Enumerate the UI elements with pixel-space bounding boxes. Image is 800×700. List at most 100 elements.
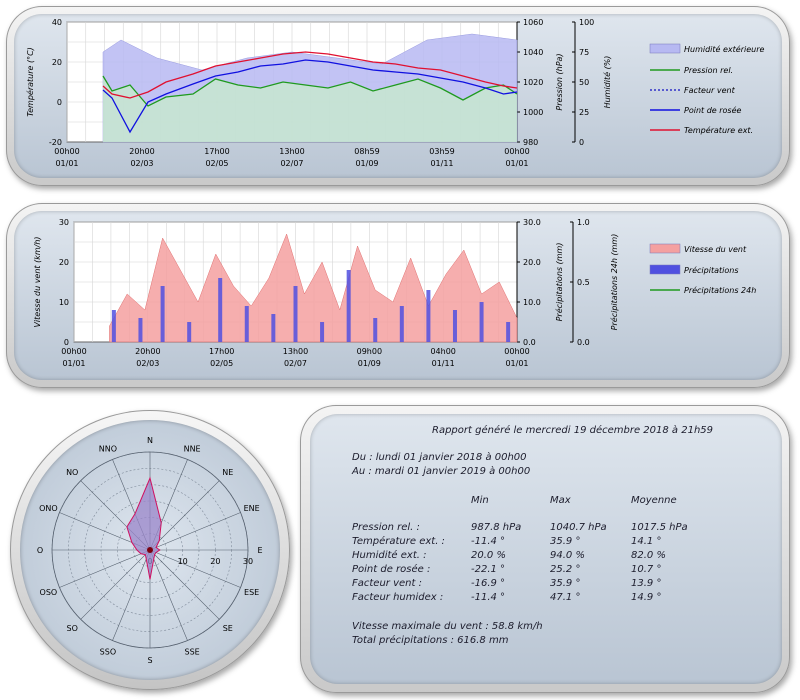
x-tick-label: 01/01 — [62, 359, 85, 368]
report-row-max: 47.1 ° — [550, 592, 581, 603]
y-right1-tick-label: 1060 — [523, 18, 543, 27]
report-row-label: Facteur humidex : — [352, 592, 444, 603]
x-tick-label: 00h00 — [54, 147, 79, 156]
y-right1-tick-label: 30.0 — [523, 218, 541, 227]
y-right2-axis-label: Précipitations 24h (mm) — [609, 234, 619, 331]
x-tick-label: 02/07 — [280, 159, 303, 168]
y-right2-axis-label: Humidité (%) — [602, 56, 612, 109]
series-line-pressure — [102, 75, 518, 107]
series-bar-precip — [426, 290, 431, 342]
series-line-temperature — [102, 51, 518, 99]
x-tick-label: 04h00 — [430, 347, 455, 356]
report-row-avg: 82.0 % — [631, 550, 666, 561]
legend-label: Précipitations 24h — [684, 285, 756, 295]
x-tick-label: 00h00 — [504, 147, 529, 156]
radar-spoke — [149, 549, 241, 588]
radar-spoke — [80, 549, 151, 620]
radar-spoke — [59, 549, 151, 588]
x-tick-label: 17h00 — [204, 147, 229, 156]
report-total-precip: Total précipitations : 616.8 mm — [352, 635, 509, 646]
y-right1-tick-label: 10.0 — [523, 298, 541, 307]
y-right2-tick-label: 100 — [579, 18, 594, 27]
radar-direction-label: NNO — [99, 444, 117, 453]
series-bar-precip — [452, 310, 457, 342]
y-right1-tick-label: 1040 — [523, 48, 543, 57]
x-tick-label: 13h00 — [279, 147, 304, 156]
y-left-tick-label: -20 — [49, 138, 62, 147]
report-row-min: 20.0 % — [471, 550, 506, 561]
radar-spoke — [149, 480, 220, 551]
y-right1-tick-label: 0.0 — [523, 338, 536, 347]
report-wind-max: Vitesse maximale du vent : 58.8 km/h — [352, 621, 543, 632]
legend-label: Facteur vent — [684, 86, 736, 95]
y-right2-tick-label: 0 — [579, 138, 584, 147]
y-right1-tick-label: 1000 — [523, 108, 543, 117]
series-bar-precip — [218, 278, 223, 342]
x-tick-label: 02/07 — [284, 359, 307, 368]
radar-direction-label: E — [257, 546, 262, 555]
legend-swatch — [649, 43, 681, 54]
y-left-axis-label: Vitesse du vent (km/h) — [33, 236, 42, 327]
y-right2-tick-label: 1.0 — [577, 218, 590, 227]
radar-direction-label: ONO — [39, 504, 58, 513]
series-bar-precip — [187, 322, 192, 342]
series-bar-precip — [160, 286, 165, 342]
radar-ring-label: 30 — [243, 557, 253, 566]
x-tick-label: 01/01 — [505, 359, 528, 368]
x-tick-label: 00h00 — [61, 347, 86, 356]
report-row-avg: 14.9 ° — [631, 592, 662, 603]
x-tick-label: 08h59 — [354, 147, 379, 156]
x-tick-label: 01/09 — [355, 159, 378, 168]
x-tick-label: 17h00 — [209, 347, 234, 356]
x-tick-label: 01/11 — [432, 359, 455, 368]
report-row-max: 94.0 % — [550, 550, 585, 561]
legend-swatch — [649, 243, 681, 254]
x-tick-label: 00h00 — [504, 347, 529, 356]
report-row-avg: 13.9 ° — [631, 578, 662, 589]
x-tick-label: 01/09 — [358, 359, 381, 368]
x-tick-label: 02/03 — [130, 159, 153, 168]
y-left-tick-label: 0 — [57, 98, 62, 107]
legend-swatch — [649, 264, 681, 275]
radar-direction-label: NE — [222, 468, 233, 477]
radar-direction-label: SSO — [100, 648, 116, 657]
radar-direction-label: S — [147, 656, 152, 665]
report-to: Au : mardi 01 janvier 2019 à 00h00 — [352, 466, 531, 477]
radar-direction-label: ESE — [244, 588, 259, 597]
series-bar-precip — [373, 318, 378, 342]
report-row-max: 35.9 ° — [550, 536, 581, 547]
report-row-max: 25.2 ° — [550, 564, 581, 575]
radar-direction-label: SE — [223, 624, 233, 633]
y-left-tick-label: 30 — [59, 218, 69, 227]
series-line-dew-point — [102, 59, 518, 134]
y-right1-axis-label: Pression (hPa) — [555, 53, 564, 110]
legend-label: Humidité extérieure — [684, 44, 765, 54]
y-right2-tick-label: 25 — [579, 108, 589, 117]
report-header-avg: Moyenne — [631, 495, 677, 506]
legend-label: Précipitations — [684, 265, 739, 275]
report-row-avg: 10.7 ° — [631, 564, 662, 575]
y-right1-axis-label: Précipitations (mm) — [554, 243, 564, 322]
y-right1-tick-label: 1020 — [523, 78, 543, 87]
x-tick-label: 01/01 — [505, 159, 528, 168]
x-tick-label: 20h00 — [135, 347, 160, 356]
series-area-pressure — [103, 76, 517, 142]
radar-center-dot — [147, 547, 153, 553]
x-tick-label: 01/01 — [55, 159, 78, 168]
report-row-label: Température ext. : — [352, 536, 445, 547]
radar-ring-label: 20 — [210, 557, 220, 566]
report-row-label: Facteur vent : — [352, 578, 422, 589]
report-row-min: -11.4 ° — [471, 592, 506, 603]
x-tick-label: 20h00 — [129, 147, 154, 156]
legend-label: Vitesse du vent — [684, 245, 747, 254]
legend-label: Point de rosée — [684, 105, 742, 115]
radar-direction-label: N — [147, 436, 153, 445]
series-bar-precip — [320, 322, 325, 342]
radar-spoke — [112, 549, 151, 641]
report-row-label: Point de rosée : — [352, 564, 431, 575]
report-row-avg: 1017.5 hPa — [631, 522, 688, 533]
y-left-axis-label: Température (°C) — [25, 47, 35, 117]
